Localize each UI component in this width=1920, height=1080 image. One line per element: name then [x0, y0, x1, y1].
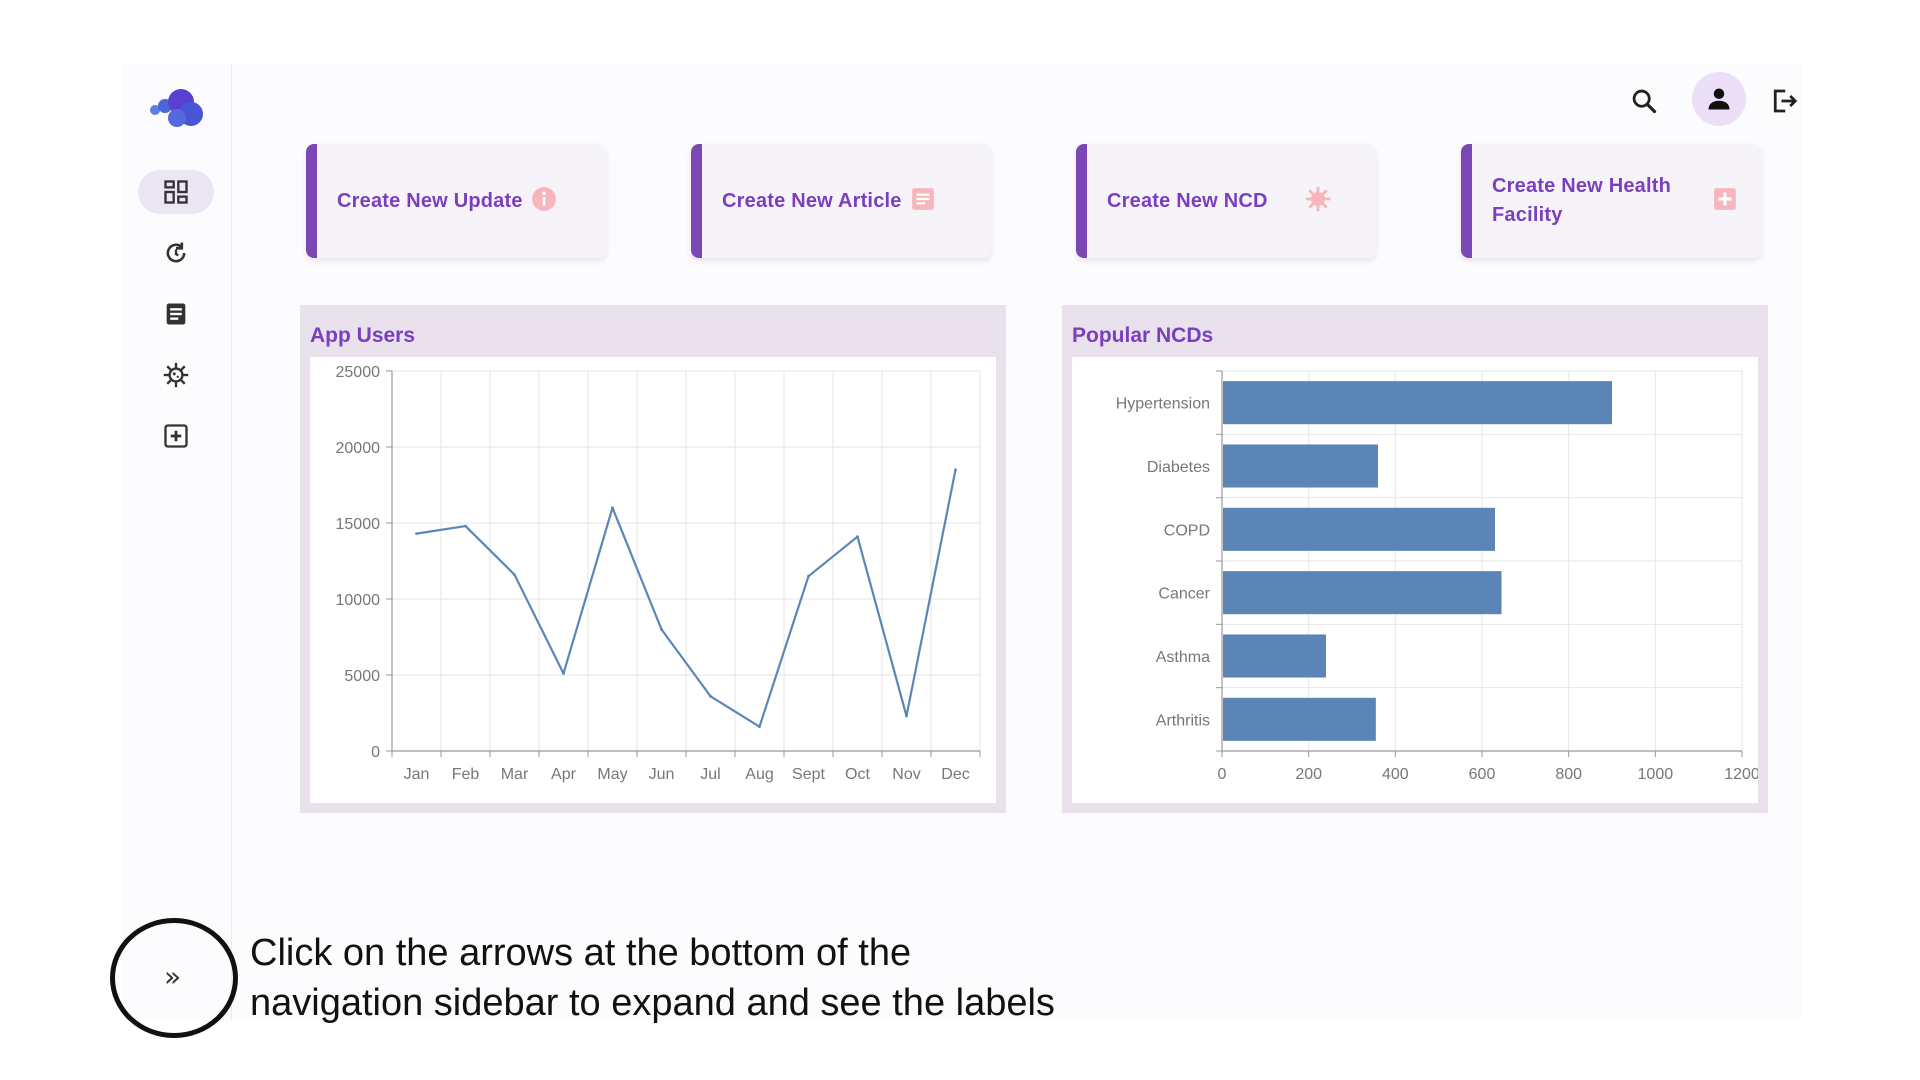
dashboard-icon [164, 180, 188, 204]
popular-ncds-panel: Popular NCDs 0 200 400 600 800 1000 1200 Hypert… [1062, 305, 1768, 813]
x-tick-label: Jan [404, 766, 430, 783]
y-tick-label: Diabetes [1147, 459, 1210, 476]
app-users-panel: App Users 0 5000 10000 15000 20000 25000 Jan Fe… [300, 305, 1006, 813]
search-button[interactable] [1622, 74, 1666, 128]
y-tick-label: COPD [1164, 522, 1210, 539]
data-point [562, 672, 565, 675]
data-point [415, 532, 418, 536]
create-health-facility-label: Create New Health Facility [1492, 175, 1672, 226]
create-health-facility-button[interactable]: Create New Health Facility [1461, 144, 1761, 258]
popular-ncds-title: Popular NCDs [1072, 324, 1214, 347]
sidebar-item-health-facilities[interactable] [138, 414, 214, 458]
x-tick-label: 400 [1382, 766, 1409, 783]
app-users-line-chart: 0 5000 10000 15000 20000 25000 Jan Feb Mar Apr May… [336, 364, 981, 783]
bar-diabetes [1223, 444, 1378, 488]
x-tick-label: 1200 [1724, 766, 1758, 783]
app-users-series-line [416, 469, 957, 728]
x-tick-label: May [597, 766, 627, 783]
y-tick-label: 20000 [336, 440, 381, 457]
sidebar-item-updates[interactable] [138, 231, 214, 275]
data-point [513, 573, 516, 577]
y-tick-label: Arthritis [1156, 712, 1210, 729]
x-tick-label: 800 [1555, 766, 1582, 783]
sidebar-expand-button[interactable]: » [164, 960, 182, 993]
create-ncd-label: Create New NCD [1107, 189, 1268, 212]
x-tick-label: Aug [745, 766, 773, 783]
data-point [611, 506, 614, 510]
x-tick-label: Feb [452, 766, 480, 783]
data-point [954, 468, 957, 472]
bar-copd [1223, 507, 1495, 551]
y-tick-label: Asthma [1156, 649, 1210, 666]
y-tick-label: Cancer [1158, 586, 1210, 603]
y-tick-label: 10000 [336, 592, 381, 609]
sidebar-item-dashboard[interactable] [138, 170, 214, 214]
x-tick-label: Sept [792, 766, 825, 783]
x-tick-label: 0 [1218, 766, 1227, 783]
data-point [464, 524, 467, 528]
search-icon [1632, 89, 1657, 114]
annotation-caption-line-1: Click on the arrows at the bottom of the [250, 932, 912, 974]
x-tick-label: Nov [892, 766, 920, 783]
info-icon [531, 186, 557, 217]
virus-icon [1304, 185, 1332, 218]
create-article-button[interactable]: Create New Article [691, 144, 991, 258]
bar-asthma [1223, 634, 1326, 678]
y-tick-label: 0 [371, 744, 380, 761]
x-tick-label: 1000 [1638, 766, 1674, 783]
x-tick-label: Mar [501, 766, 529, 783]
create-ncd-button[interactable]: Create New NCD [1076, 144, 1376, 258]
bar-hypertension [1223, 381, 1612, 425]
virus-icon [163, 362, 189, 388]
app-logo [147, 86, 211, 130]
x-tick-label: Apr [551, 766, 577, 783]
x-tick-label: Jul [700, 766, 720, 783]
data-point [660, 628, 663, 631]
y-tick-label: 25000 [336, 364, 381, 381]
annotation-caption: Click on the arrows at the bottom of the… [250, 928, 1055, 1028]
y-tick-label: 5000 [344, 668, 380, 685]
data-point [807, 574, 810, 578]
logout-icon [1773, 89, 1798, 113]
bar-cancer [1223, 571, 1502, 615]
data-point [856, 535, 859, 539]
navigation-sidebar [122, 64, 232, 1020]
x-tick-label: Jun [649, 766, 675, 783]
sidebar-item-ncds[interactable] [138, 353, 214, 397]
annotation-caption-line-2: navigation sidebar to expand and see the… [250, 982, 1055, 1024]
user-avatar-button[interactable] [1692, 72, 1746, 126]
create-update-label: Create New Update [337, 189, 523, 212]
popular-ncds-bar-chart: 0 200 400 600 800 1000 1200 Hypertension Diabete… [1116, 370, 1758, 783]
y-tick-label: 15000 [336, 516, 381, 533]
x-tick-label: 600 [1469, 766, 1496, 783]
bar-arthritis [1223, 697, 1376, 741]
app-users-title: App Users [310, 324, 416, 347]
x-tick-label: Dec [941, 766, 969, 783]
plus-square-icon [1712, 186, 1738, 217]
article-icon [910, 186, 936, 217]
data-point [905, 714, 908, 718]
sidebar-item-articles[interactable] [138, 292, 214, 336]
annotation-circle [110, 918, 238, 1038]
plus-square-icon [164, 424, 188, 448]
article-icon [166, 303, 186, 325]
x-tick-label: Oct [845, 766, 870, 783]
history-icon [166, 242, 186, 263]
data-point [758, 725, 761, 729]
y-tick-label: Hypertension [1116, 396, 1210, 413]
create-article-label: Create New Article [722, 189, 902, 212]
app-users-chart: 0 5000 10000 15000 20000 25000 Jan Feb Mar Apr May… [310, 357, 996, 803]
x-tick-label: 200 [1295, 766, 1322, 783]
user-icon [1708, 88, 1730, 110]
create-update-button[interactable]: Create New Update [306, 144, 606, 258]
app-window: Create New Update Create New Article Cre… [122, 64, 1802, 1020]
popular-ncds-chart: 0 200 400 600 800 1000 1200 Hypertension Diabete… [1072, 357, 1758, 803]
logout-button[interactable] [1762, 74, 1806, 128]
data-point [709, 694, 712, 698]
